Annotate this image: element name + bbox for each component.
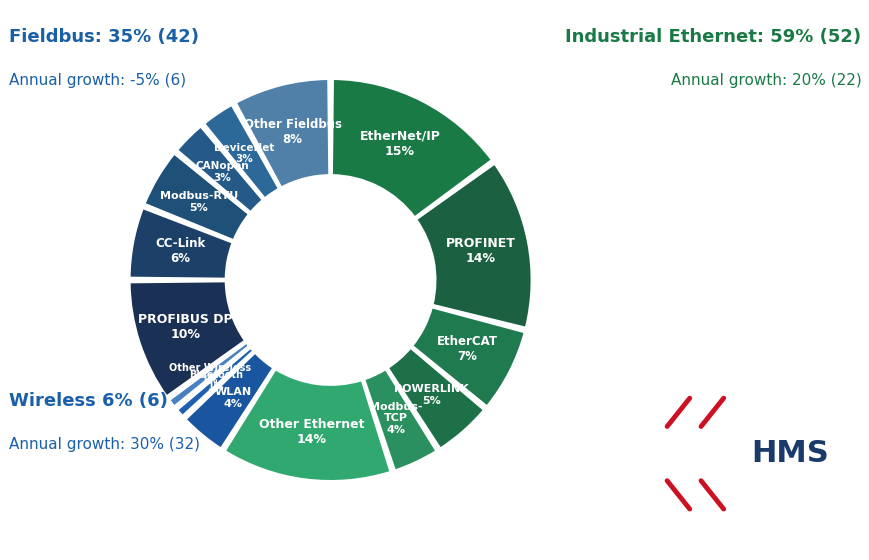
Text: Fieldbus: 35% (42): Fieldbus: 35% (42) [9, 28, 198, 46]
Text: PROFINET
14%: PROFINET 14% [446, 237, 515, 265]
Text: EtherCAT
7%: EtherCAT 7% [436, 335, 497, 363]
Wedge shape [176, 348, 253, 416]
Text: Annual growth: -5% (6): Annual growth: -5% (6) [9, 73, 186, 88]
Text: PROFIBUS DP
10%: PROFIBUS DP 10% [137, 313, 232, 341]
Wedge shape [144, 153, 249, 240]
Wedge shape [176, 127, 262, 212]
Wedge shape [129, 281, 245, 396]
Text: Other Wireless
1%: Other Wireless 1% [169, 363, 250, 385]
Text: DeviceNet
3%: DeviceNet 3% [214, 143, 275, 164]
Text: Annual growth: 30% (32): Annual growth: 30% (32) [9, 437, 200, 452]
Text: EtherNet/IP
15%: EtherNet/IP 15% [359, 130, 440, 158]
Text: CANopen
3%: CANopen 3% [196, 161, 249, 183]
Text: Other Ethernet
14%: Other Ethernet 14% [258, 418, 364, 446]
Wedge shape [185, 352, 273, 449]
Wedge shape [203, 105, 279, 199]
Wedge shape [363, 369, 436, 471]
Wedge shape [224, 369, 390, 481]
Text: HMS: HMS [750, 439, 827, 468]
Wedge shape [331, 79, 492, 218]
Text: Industrial Ethernet: 59% (52): Industrial Ethernet: 59% (52) [565, 28, 860, 46]
Text: Bluetooth
1%: Bluetooth 1% [189, 370, 242, 392]
Text: WLAN
4%: WLAN 4% [215, 387, 251, 409]
Wedge shape [411, 307, 524, 407]
Text: CC-Link
6%: CC-Link 6% [155, 237, 205, 265]
Text: Modbus-
TCP
4%: Modbus- TCP 4% [368, 402, 422, 435]
Text: POWERLINK
5%: POWERLINK 5% [394, 384, 468, 405]
Wedge shape [415, 164, 531, 328]
Text: Modbus-RTU
5%: Modbus-RTU 5% [160, 192, 238, 213]
Wedge shape [235, 79, 329, 188]
Text: Other Fieldbus
8%: Other Fieldbus 8% [243, 118, 342, 146]
Wedge shape [129, 208, 233, 279]
Text: Annual growth: 20% (22): Annual growth: 20% (22) [670, 73, 860, 88]
Wedge shape [388, 348, 484, 449]
Text: Wireless 6% (6): Wireless 6% (6) [9, 392, 168, 410]
Wedge shape [169, 342, 249, 407]
